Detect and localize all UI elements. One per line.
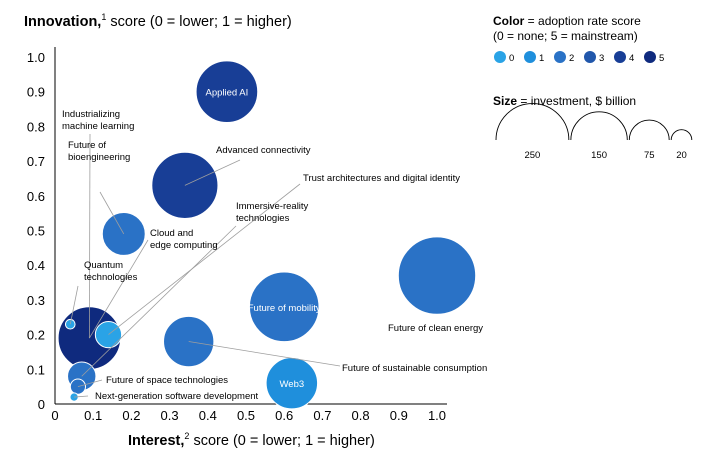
y-tick-label: 0.1 <box>27 362 45 377</box>
legend-adoption-label: 4 <box>629 53 634 64</box>
label-future-of-bioengineering: bioengineering <box>68 152 130 163</box>
size-legend-rest: = investment, $ billion <box>517 94 637 108</box>
label-trust-architectures-and-digital-identity: Trust architectures and digital identity <box>303 173 460 184</box>
y-tick-label: 0.7 <box>27 154 45 169</box>
legend: Color = adoption rate score (0 = none; 5… <box>493 14 713 109</box>
y-tick-label: 0.6 <box>27 189 45 204</box>
x-tick-label: 0.9 <box>390 408 408 423</box>
color-legend-rest: = adoption rate score <box>524 14 641 28</box>
color-legend-subtitle: (0 = none; 5 = mainstream) <box>493 29 638 43</box>
x-tick-label: 0.5 <box>237 408 255 423</box>
size-legend-label: 250 <box>524 150 540 161</box>
x-axis-footnote: 2 <box>184 431 190 441</box>
x-tick-label: 0.8 <box>352 408 370 423</box>
leader-line-immersive-reality-technologies <box>81 225 237 377</box>
label-next-generation-software-development: Next-generation software development <box>95 391 259 402</box>
label-immersive-reality-technologies: technologies <box>236 213 290 224</box>
x-axis-title-rest: score (0 = lower; 1 = higher) <box>189 432 375 449</box>
bubble-future-of-sustainable-consumption <box>163 315 215 368</box>
y-tick-label: 0.5 <box>27 224 45 239</box>
leader-line-future-of-sustainable-consumption <box>188 341 341 367</box>
x-tick-label: 0.6 <box>275 408 293 423</box>
bubble-future-of-mobility <box>248 271 320 343</box>
y-tick-label: 0.4 <box>27 258 45 273</box>
label-advanced-connectivity: Advanced connectivity <box>216 145 311 156</box>
x-tick-label: 0.1 <box>84 408 102 423</box>
size-legend-label: 150 <box>591 150 607 161</box>
legend-adoption-label: 1 <box>539 53 544 64</box>
legend-adoption-label: 0 <box>509 53 514 64</box>
leader-line-future-of-bioengineering <box>99 191 125 235</box>
legend-adoption-dot-1 <box>524 51 536 63</box>
label-future-of-clean-energy: Future of clean energy <box>388 323 483 334</box>
label-industrializing-machine-learning: machine learning <box>62 121 134 132</box>
legend-adoption-dot-2 <box>554 51 566 63</box>
legend-adoption-dot-5 <box>644 51 656 63</box>
y-tick-label: 0.2 <box>27 328 45 343</box>
bubble-advanced-connectivity <box>151 151 219 219</box>
legend-adoption-dot-4 <box>614 51 626 63</box>
x-tick-label: 0.7 <box>313 408 331 423</box>
legend-adoption-label: 2 <box>569 53 574 64</box>
y-tick-label: 0.8 <box>27 119 45 134</box>
color-legend-bold: Color <box>493 14 525 28</box>
size-legend-label: 20 <box>676 150 687 161</box>
x-axis-title-bold: Interest, <box>128 432 185 449</box>
leader-line-advanced-connectivity <box>184 159 241 186</box>
size-legend-arc-20 <box>670 129 693 141</box>
label-quantum-technologies: technologies <box>84 272 138 283</box>
bubble-future-of-clean-energy <box>397 236 477 315</box>
x-tick-label: 0 <box>51 408 58 423</box>
label-future-of-bioengineering: Future of <box>68 140 106 151</box>
label-cloud-and-edge-computing: edge computing <box>150 240 218 251</box>
y-tick-label: 0.3 <box>27 293 45 308</box>
y-tick-label: 0.9 <box>27 85 45 100</box>
x-tick-label: 1.0 <box>428 408 446 423</box>
x-tick-label: 0.4 <box>199 408 217 423</box>
bubble-applied-ai <box>195 60 259 124</box>
size-legend-title: Size = investment, $ billion <box>493 94 713 109</box>
label-web3: Web3 <box>280 379 305 390</box>
y-tick-label: 1.0 <box>27 50 45 65</box>
leader-line-trust-architectures-and-digital-identity <box>108 183 301 335</box>
label-future-of-sustainable-consumption: Future of sustainable consumption <box>342 363 487 374</box>
size-legend-label: 75 <box>644 150 655 161</box>
label-cloud-and-edge-computing: Cloud and <box>150 228 193 239</box>
size-legend-arc-75 <box>628 119 670 141</box>
x-tick-label: 0.3 <box>161 408 179 423</box>
leader-line-quantum-technologies <box>69 285 79 325</box>
y-tick-label: 0 <box>38 397 45 412</box>
y-axis-title: Innovation,1 score (0 = lower; 1 = highe… <box>24 12 292 30</box>
legend-adoption-dot-0 <box>494 51 506 63</box>
leader-line-next-generation-software-development <box>74 395 89 398</box>
x-axis-title: Interest,2 score (0 = lower; 1 = higher) <box>128 431 375 449</box>
label-industrializing-machine-learning: Industrializing <box>62 109 120 120</box>
label-future-of-mobility: Future of mobility <box>248 303 321 314</box>
legend-adoption-dot-3 <box>584 51 596 63</box>
legend-adoption-label: 3 <box>599 53 604 64</box>
legend-adoption-label: 5 <box>659 53 664 64</box>
label-immersive-reality-technologies: Immersive-reality <box>236 201 309 212</box>
leader-line-future-of-space-technologies <box>77 379 103 388</box>
color-legend-title: Color = adoption rate score <box>493 14 713 29</box>
leader-line-cloud-and-edge-computing <box>89 239 149 339</box>
leader-line-industrializing-machine-learning <box>88 133 91 339</box>
label-quantum-technologies: Quantum <box>84 260 123 271</box>
label-applied-ai: Applied AI <box>206 88 249 99</box>
x-tick-label: 0.2 <box>122 408 140 423</box>
size-legend-bold: Size <box>493 94 518 108</box>
size-legend-arc-150 <box>570 111 628 141</box>
label-future-of-space-technologies: Future of space technologies <box>106 375 228 386</box>
y-axis-title-bold: Innovation, <box>24 13 102 30</box>
size-legend-arc-250 <box>495 103 570 141</box>
y-axis-title-rest: score (0 = lower; 1 = higher) <box>106 13 292 30</box>
y-axis-footnote: 1 <box>101 12 107 22</box>
bubble-web3 <box>265 356 319 410</box>
